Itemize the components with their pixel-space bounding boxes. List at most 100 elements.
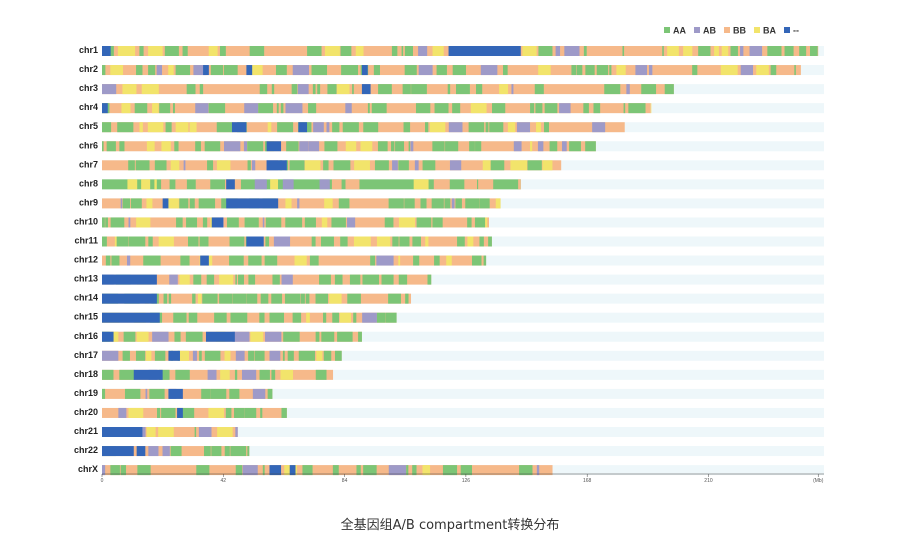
x-axis: 0 42 84 126 168 210 (Mb) xyxy=(101,473,824,484)
segment-chr18-11 xyxy=(280,369,294,380)
segment-chr11-15 xyxy=(353,236,371,247)
segment-chr12-14 xyxy=(413,255,420,266)
block-chr8-0 xyxy=(226,179,235,190)
segment-chr10-17 xyxy=(331,217,346,228)
segment-chr15-4 xyxy=(188,312,198,323)
segment-chr6-9 xyxy=(243,141,247,152)
segment-chr12-6 xyxy=(229,255,244,266)
block-chr17-0 xyxy=(168,350,180,361)
segment-chr2-0 xyxy=(102,65,106,76)
track-chr20: chr20 xyxy=(74,407,824,418)
segment-chr11-6 xyxy=(187,236,199,247)
segment-chr5-15 xyxy=(342,122,359,133)
segment-chr9-17 xyxy=(404,198,415,209)
segment-chr12-15 xyxy=(434,255,440,266)
segment-chr10-18 xyxy=(347,217,356,228)
segment-chr2-33 xyxy=(720,65,738,76)
segment-chr22-5 xyxy=(203,446,211,457)
segment-chr9-13 xyxy=(297,198,300,209)
segment-chr5-0 xyxy=(102,122,112,133)
segment-chr6-32 xyxy=(561,141,567,152)
segment-chr9-1 xyxy=(122,198,131,209)
segment-chr1-25 xyxy=(564,46,580,56)
segment-chr1-2 xyxy=(139,46,144,56)
track-chr16: chr16 xyxy=(74,331,824,342)
segment-chr6-3 xyxy=(146,141,155,152)
segment-chr1-14 xyxy=(401,46,404,56)
segment-chr7-21 xyxy=(422,160,436,171)
segment-chr5-28 xyxy=(592,122,606,133)
segment-chr6-4 xyxy=(161,141,171,152)
chromosome-label-chr22: chr22 xyxy=(74,445,98,455)
segment-chr3-5 xyxy=(259,84,268,95)
segment-chr17-20 xyxy=(323,350,332,361)
segment-chr14-21 xyxy=(405,293,409,304)
segment-chr9-22 xyxy=(455,198,462,209)
segment-chr3-15 xyxy=(402,84,411,95)
block-chr14-0 xyxy=(102,293,157,304)
legend: AA AB BB BA -- xyxy=(664,26,799,36)
segment-chr11-8 xyxy=(229,236,245,247)
segment-chr2-22 xyxy=(502,65,508,76)
segment-chr16-10 xyxy=(265,331,282,342)
segment-chr6-10 xyxy=(247,141,264,152)
segment-chr4-16 xyxy=(371,103,387,114)
segment-chr2-20 xyxy=(452,65,466,76)
segment-chr11-12 xyxy=(311,236,316,247)
segment-base-chr13 xyxy=(102,274,432,285)
track-chr4: chr4 xyxy=(79,102,824,114)
segment-chr7-14 xyxy=(323,160,329,171)
segment-chrX-0 xyxy=(102,465,106,476)
segment-chr14-5 xyxy=(168,293,172,304)
segment-chr6-7 xyxy=(204,141,221,152)
segment-chr6-17 xyxy=(345,141,357,152)
segment-chr1-4 xyxy=(164,46,179,56)
segment-chr2-6 xyxy=(175,65,191,76)
segment-chr10-10 xyxy=(226,217,239,228)
block-chrX-1 xyxy=(289,465,296,476)
segment-chr1-10 xyxy=(324,46,340,56)
segment-chr10-15 xyxy=(304,217,316,228)
block-chr21-0 xyxy=(102,427,143,437)
segment-chr2-19 xyxy=(436,65,447,76)
segment-chr15-5 xyxy=(214,312,227,323)
segment-chr21-8 xyxy=(217,427,233,437)
segment-chr5-4 xyxy=(165,122,172,133)
segment-chr9-15 xyxy=(338,198,350,209)
segment-chr9-2 xyxy=(130,198,142,209)
segment-chr13-11 xyxy=(272,274,280,285)
track-chr2: chr2 xyxy=(79,64,824,76)
chromosome-label-chr8: chr8 xyxy=(79,178,98,188)
chromosome-label-chr20: chr20 xyxy=(74,407,98,417)
block-chr16-0 xyxy=(102,331,114,342)
track-chr18: chr18 xyxy=(74,369,824,380)
chromosome-label-chr5: chr5 xyxy=(79,121,98,131)
segment-chr6-6 xyxy=(195,141,201,152)
segment-chr9-4 xyxy=(164,198,179,209)
segment-chr9-5 xyxy=(179,198,189,209)
segment-chr4-26 xyxy=(583,103,589,114)
segment-chr17-19 xyxy=(316,350,323,361)
block-chr2-1 xyxy=(246,65,253,76)
segment-chr7-5 xyxy=(207,160,214,171)
segment-chrX-6 xyxy=(242,465,258,476)
segment-chr2-3 xyxy=(148,65,156,76)
segment-chr8-11 xyxy=(331,179,342,190)
segment-chr12-7 xyxy=(248,255,262,266)
segment-chrX-17 xyxy=(442,465,458,476)
block-chr9-0 xyxy=(162,198,169,209)
segment-chr2-24 xyxy=(571,65,577,76)
segment-chr19-2 xyxy=(145,388,148,399)
segment-chr2-35 xyxy=(756,65,769,76)
segment-chr15-14 xyxy=(353,312,357,323)
segment-chr2-31 xyxy=(649,65,653,76)
segment-chr14-10 xyxy=(232,293,247,304)
segment-chr7-23 xyxy=(482,160,491,171)
segment-chr1-34 xyxy=(730,46,738,56)
segment-chr10-0 xyxy=(102,217,105,228)
legend-swatch-2 xyxy=(724,27,730,33)
segment-chr9-0 xyxy=(120,198,123,209)
block-chr19-0 xyxy=(168,388,183,399)
block-chr13-0 xyxy=(102,274,157,285)
segment-chr13-19 xyxy=(427,274,432,285)
